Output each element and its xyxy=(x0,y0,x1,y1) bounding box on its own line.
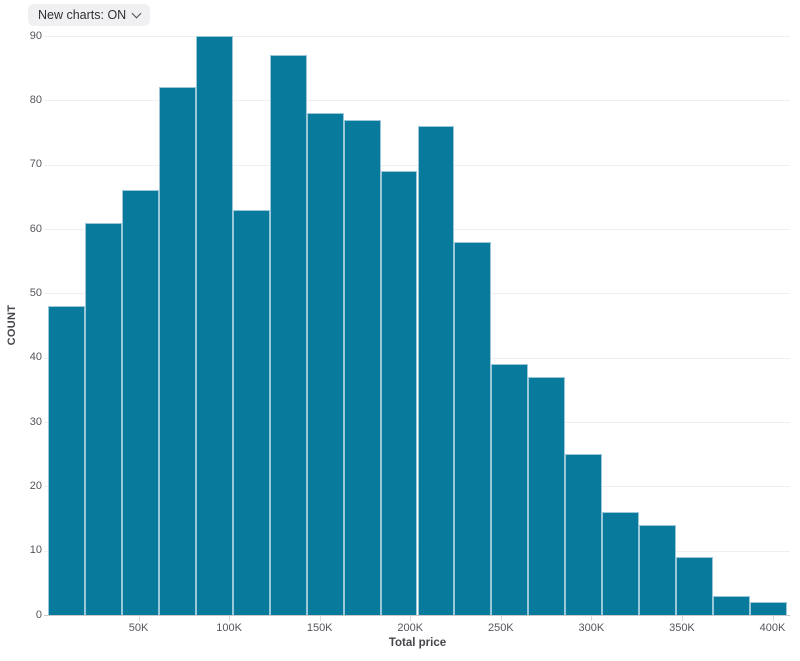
x-tick-label: 200K xyxy=(397,622,424,634)
new-charts-dropdown-label: New charts: ON xyxy=(38,8,127,22)
x-tick-mark xyxy=(772,616,774,621)
histogram-bar[interactable] xyxy=(676,557,714,615)
histogram-bar[interactable] xyxy=(84,222,122,615)
x-axis-title: Total price xyxy=(388,637,447,649)
gridline xyxy=(44,100,790,102)
histogram-bar[interactable] xyxy=(232,209,270,615)
histogram-bar[interactable] xyxy=(528,376,566,615)
histogram-bar[interactable] xyxy=(491,364,529,615)
x-tick-mark xyxy=(591,616,593,621)
chevron-down-icon xyxy=(131,8,142,19)
x-tick-label: 350K xyxy=(669,622,695,634)
gridline xyxy=(44,36,790,37)
histogram-bar[interactable] xyxy=(158,87,196,615)
x-tick-label: 300K xyxy=(578,622,605,634)
y-tick-label: 70 xyxy=(29,158,42,171)
y-tick-label: 20 xyxy=(29,479,42,492)
x-tick-label: 50K xyxy=(128,622,149,634)
x-tick-label: 250K xyxy=(487,622,514,634)
x-tick-label: 100K xyxy=(216,622,242,634)
x-axis-line xyxy=(44,615,790,616)
x-tick-mark xyxy=(138,616,140,621)
x-tick-label: 150K xyxy=(306,622,333,634)
histogram-bar[interactable] xyxy=(454,241,492,615)
y-tick-label: 0 xyxy=(35,608,42,621)
histogram-bar[interactable] xyxy=(343,119,381,615)
x-tick-mark xyxy=(319,616,321,621)
histogram-bar[interactable] xyxy=(269,55,307,615)
gridline xyxy=(44,164,790,166)
x-tick-label: 400K xyxy=(759,622,786,634)
y-axis-title: COUNT xyxy=(6,304,18,346)
y-tick-label: 60 xyxy=(29,222,42,235)
new-charts-dropdown[interactable]: New charts: ON xyxy=(28,4,151,26)
histogram-bar[interactable] xyxy=(750,602,787,615)
histogram-bar[interactable] xyxy=(48,306,85,615)
histogram-bar[interactable] xyxy=(417,126,455,615)
histogram-bar[interactable] xyxy=(713,595,751,615)
x-tick-mark xyxy=(681,616,683,621)
histogram-bar[interactable] xyxy=(121,190,159,615)
histogram-bar[interactable] xyxy=(602,512,640,615)
histogram-bar[interactable] xyxy=(639,524,677,615)
y-tick-label: 50 xyxy=(29,286,42,299)
y-tick-label: 40 xyxy=(29,351,42,364)
x-tick-mark xyxy=(229,616,231,621)
histogram-bar[interactable] xyxy=(306,113,344,615)
y-tick-label: 10 xyxy=(29,544,42,557)
y-tick-label: 90 xyxy=(29,29,42,42)
y-tick-label: 80 xyxy=(29,93,42,106)
histogram-bar[interactable] xyxy=(195,36,233,615)
histogram-bar[interactable] xyxy=(380,171,418,615)
histogram-bar[interactable] xyxy=(565,454,603,615)
x-tick-mark xyxy=(410,616,412,621)
y-tick-label: 30 xyxy=(29,415,42,428)
x-tick-mark xyxy=(500,616,502,621)
